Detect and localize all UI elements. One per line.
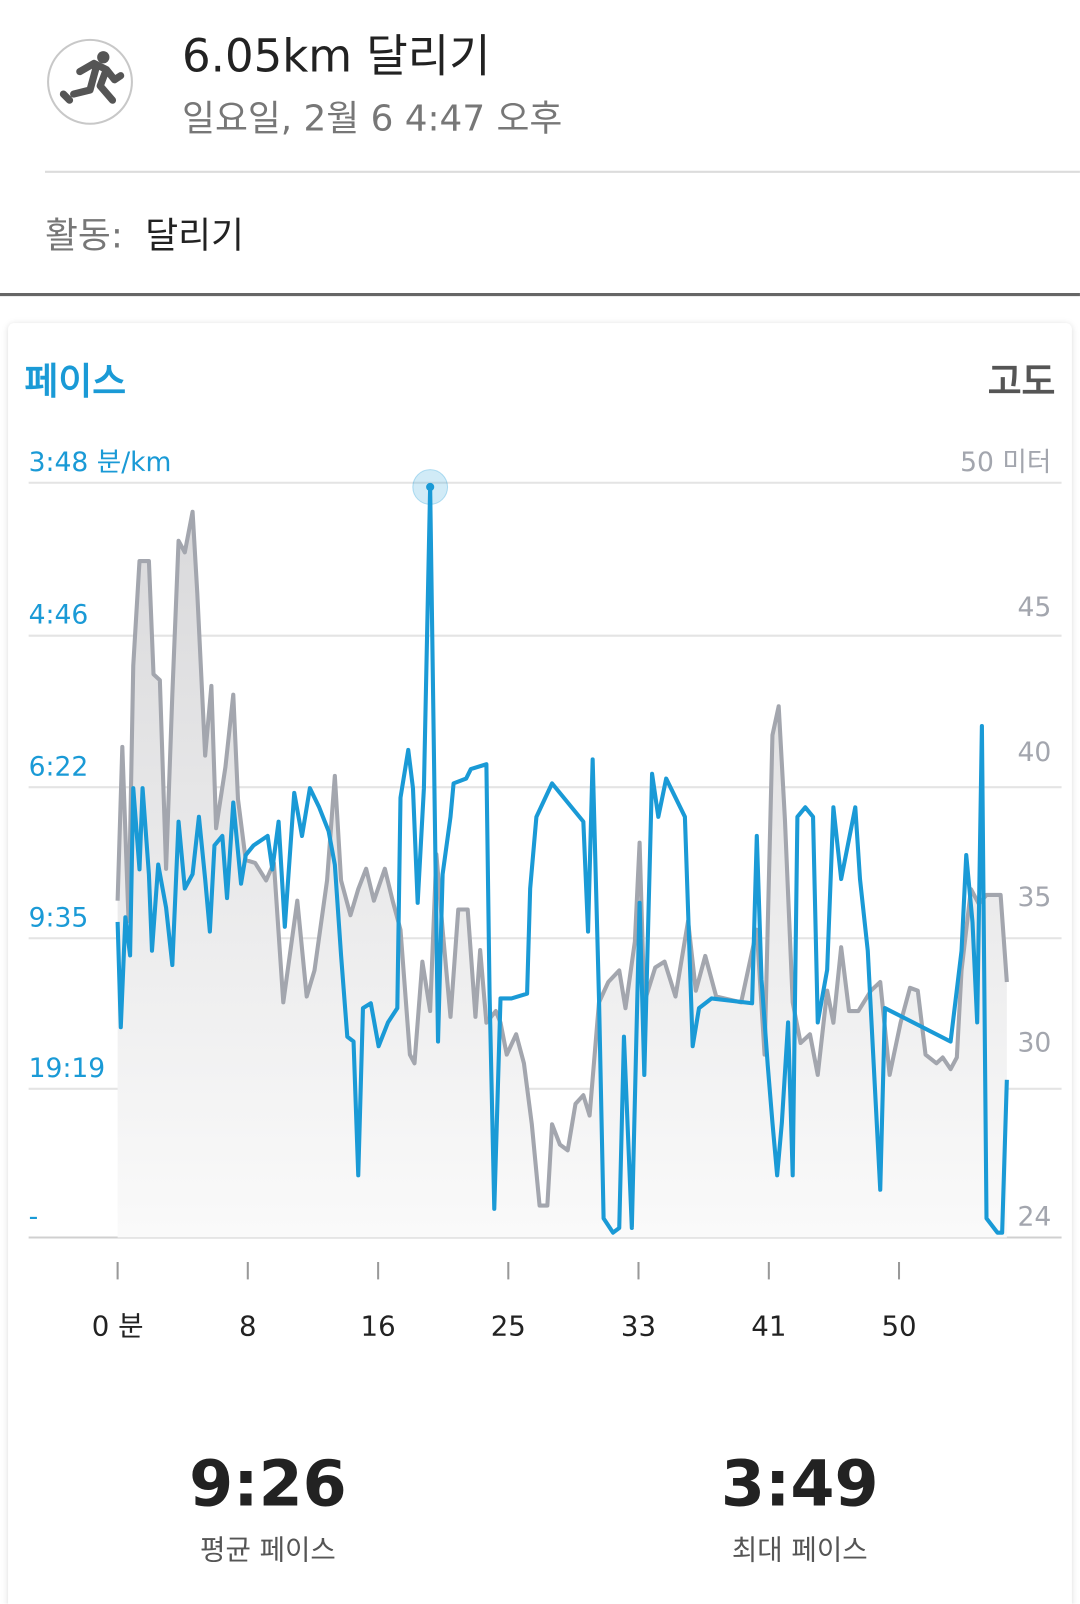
y-tick-label: 19:19 — [29, 1053, 106, 1084]
activity-value: 달리기 — [145, 215, 244, 256]
x-tick-label: 41 — [751, 1309, 786, 1342]
x-tick-label: 0 분 — [92, 1309, 144, 1342]
pace-line — [115, 484, 1009, 1235]
y2-tick-label: 24 — [1018, 1202, 1052, 1233]
subtitle: 일요일, 2월 6 4:47 오후 — [182, 99, 562, 140]
y2-tick-label: 50 미터 — [960, 447, 1051, 478]
run-icon — [47, 38, 133, 125]
x-tick-label: 25 — [491, 1309, 526, 1342]
x-tick-label: 33 — [621, 1309, 656, 1342]
max-pace-label: 최대 페이스 — [732, 1533, 868, 1566]
max-pace-value: 3:49 — [721, 1447, 879, 1521]
y2-tick-label: 35 — [1018, 882, 1052, 913]
avg-pace-value: 9:26 — [189, 1447, 347, 1521]
x-tick-label: 16 — [361, 1309, 396, 1342]
max-pace-dot — [426, 482, 435, 492]
y2-tick-label: 40 — [1018, 737, 1052, 768]
pace-legend: 페이스 — [25, 360, 127, 403]
title: 6.05km 달리기 — [182, 29, 491, 82]
y-tick-label: - — [29, 1202, 39, 1233]
y2-tick-label: 30 — [1018, 1027, 1052, 1058]
avg-pace-label: 평균 페이스 — [200, 1533, 336, 1566]
y-tick-label: 9:35 — [29, 902, 89, 933]
x-tick-label: 50 — [881, 1309, 916, 1342]
elevation-line — [115, 509, 1009, 1208]
y-tick-label: 3:48 분/km — [29, 447, 172, 478]
chart-card — [8, 323, 1072, 1604]
y-tick-label: 6:22 — [29, 751, 89, 782]
y2-tick-label: 45 — [1018, 592, 1052, 623]
activity-label: 활동: — [45, 215, 123, 256]
x-tick-label: 8 — [239, 1309, 257, 1342]
elevation-legend: 고도 — [988, 360, 1056, 403]
y-tick-label: 4:46 — [29, 600, 89, 631]
